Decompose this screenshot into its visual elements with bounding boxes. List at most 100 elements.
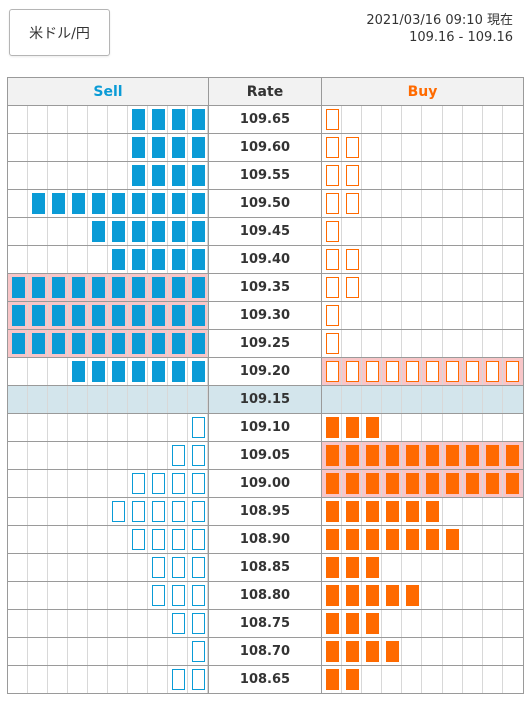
buy-cell xyxy=(503,134,523,161)
rate-value: 108.90 xyxy=(208,526,322,553)
rate-value: 108.75 xyxy=(208,610,322,637)
buy-cell xyxy=(382,638,403,665)
rate-value: 109.05 xyxy=(208,442,322,469)
sell-cell xyxy=(88,386,108,413)
sell-cell xyxy=(68,526,88,553)
buy-cell xyxy=(483,302,503,329)
sell-position-bar xyxy=(191,557,205,578)
rate-value: 108.65 xyxy=(208,666,322,693)
sell-cell xyxy=(128,498,148,525)
buy-cell xyxy=(322,666,343,693)
buy-position-bar xyxy=(325,137,339,158)
buy-cell xyxy=(423,134,443,161)
buy-order-bar xyxy=(325,417,339,438)
buy-cell xyxy=(362,330,383,357)
sell-cell xyxy=(188,414,208,441)
buy-order-bar xyxy=(426,445,440,466)
sell-cell xyxy=(88,190,108,217)
sell-cell xyxy=(128,274,148,301)
sell-order-bar xyxy=(31,193,45,214)
buy-cell xyxy=(483,134,503,161)
buy-order-bar xyxy=(345,585,359,606)
sell-order-bar xyxy=(31,305,45,326)
sell-cell xyxy=(188,638,208,665)
order-book-row: 109.45 xyxy=(8,218,523,246)
buy-cell xyxy=(443,218,463,245)
buy-position-bar xyxy=(506,361,520,382)
sell-order-bar xyxy=(171,109,185,130)
currency-pair-button[interactable]: 米ドル/円 xyxy=(9,9,110,56)
sell-cell xyxy=(28,638,48,665)
buy-cell xyxy=(342,666,363,693)
buy-cell xyxy=(402,274,423,301)
buy-cell xyxy=(322,162,343,189)
sell-cell xyxy=(188,162,208,189)
sell-cell xyxy=(8,582,28,609)
rate-value: 109.10 xyxy=(208,414,322,441)
buy-cell xyxy=(463,358,483,385)
buy-cell xyxy=(342,330,363,357)
sell-cell xyxy=(108,134,128,161)
order-book-row: 108.85 xyxy=(8,554,523,582)
rate-value: 109.35 xyxy=(208,274,322,301)
buy-cell xyxy=(483,190,503,217)
sell-cell xyxy=(108,386,128,413)
sell-order-bar xyxy=(191,165,205,186)
buy-cell xyxy=(463,218,483,245)
buy-cell xyxy=(483,582,503,609)
buy-cell xyxy=(503,414,523,441)
buy-cell xyxy=(382,162,403,189)
sell-cell xyxy=(168,498,188,525)
buy-cell xyxy=(322,246,343,273)
sell-cell xyxy=(28,666,48,693)
buy-cell xyxy=(342,442,363,469)
sell-cell xyxy=(128,470,148,497)
sell-cell xyxy=(48,190,68,217)
rate-header-label: Rate xyxy=(246,83,284,100)
order-book-row: 109.05 xyxy=(8,442,523,470)
sell-order-bar xyxy=(131,333,145,354)
sell-cell xyxy=(8,358,28,385)
sell-cell xyxy=(68,470,88,497)
sell-cell xyxy=(8,414,28,441)
sell-cell xyxy=(148,554,168,581)
buy-cell xyxy=(443,638,463,665)
sell-cell xyxy=(188,274,208,301)
sell-order-bar xyxy=(91,193,105,214)
sell-cell xyxy=(168,106,188,133)
sell-cell xyxy=(148,190,168,217)
buy-order-bar xyxy=(345,669,359,690)
buy-cell xyxy=(382,302,403,329)
buy-cell xyxy=(382,554,403,581)
buy-cell xyxy=(402,666,423,693)
sell-order-bar xyxy=(151,333,165,354)
sell-cell xyxy=(28,610,48,637)
bid-ask-quote: 109.16 - 109.16 xyxy=(409,30,513,45)
sell-cell xyxy=(108,638,128,665)
buy-cell xyxy=(382,526,403,553)
sell-cell xyxy=(188,666,208,693)
buy-cell xyxy=(402,246,423,273)
buy-cell xyxy=(463,442,483,469)
sell-cell xyxy=(108,330,128,357)
sell-cell xyxy=(128,190,148,217)
sell-cell xyxy=(168,162,188,189)
buy-cell xyxy=(322,330,343,357)
sell-cell xyxy=(148,218,168,245)
order-book-row: 108.90 xyxy=(8,526,523,554)
sell-order-bar xyxy=(151,193,165,214)
sell-cell xyxy=(88,526,108,553)
buy-cell xyxy=(362,470,383,497)
sell-cell xyxy=(68,302,88,329)
sell-cell xyxy=(68,638,88,665)
sell-cell xyxy=(188,190,208,217)
sell-cell xyxy=(48,470,68,497)
sell-cell xyxy=(8,442,28,469)
buy-cell xyxy=(342,162,363,189)
buy-cell xyxy=(483,106,503,133)
buy-position-bar xyxy=(325,221,339,242)
buy-cell xyxy=(342,526,363,553)
sell-order-bar xyxy=(151,305,165,326)
buy-cell xyxy=(443,442,463,469)
sell-position-bar xyxy=(131,473,145,494)
